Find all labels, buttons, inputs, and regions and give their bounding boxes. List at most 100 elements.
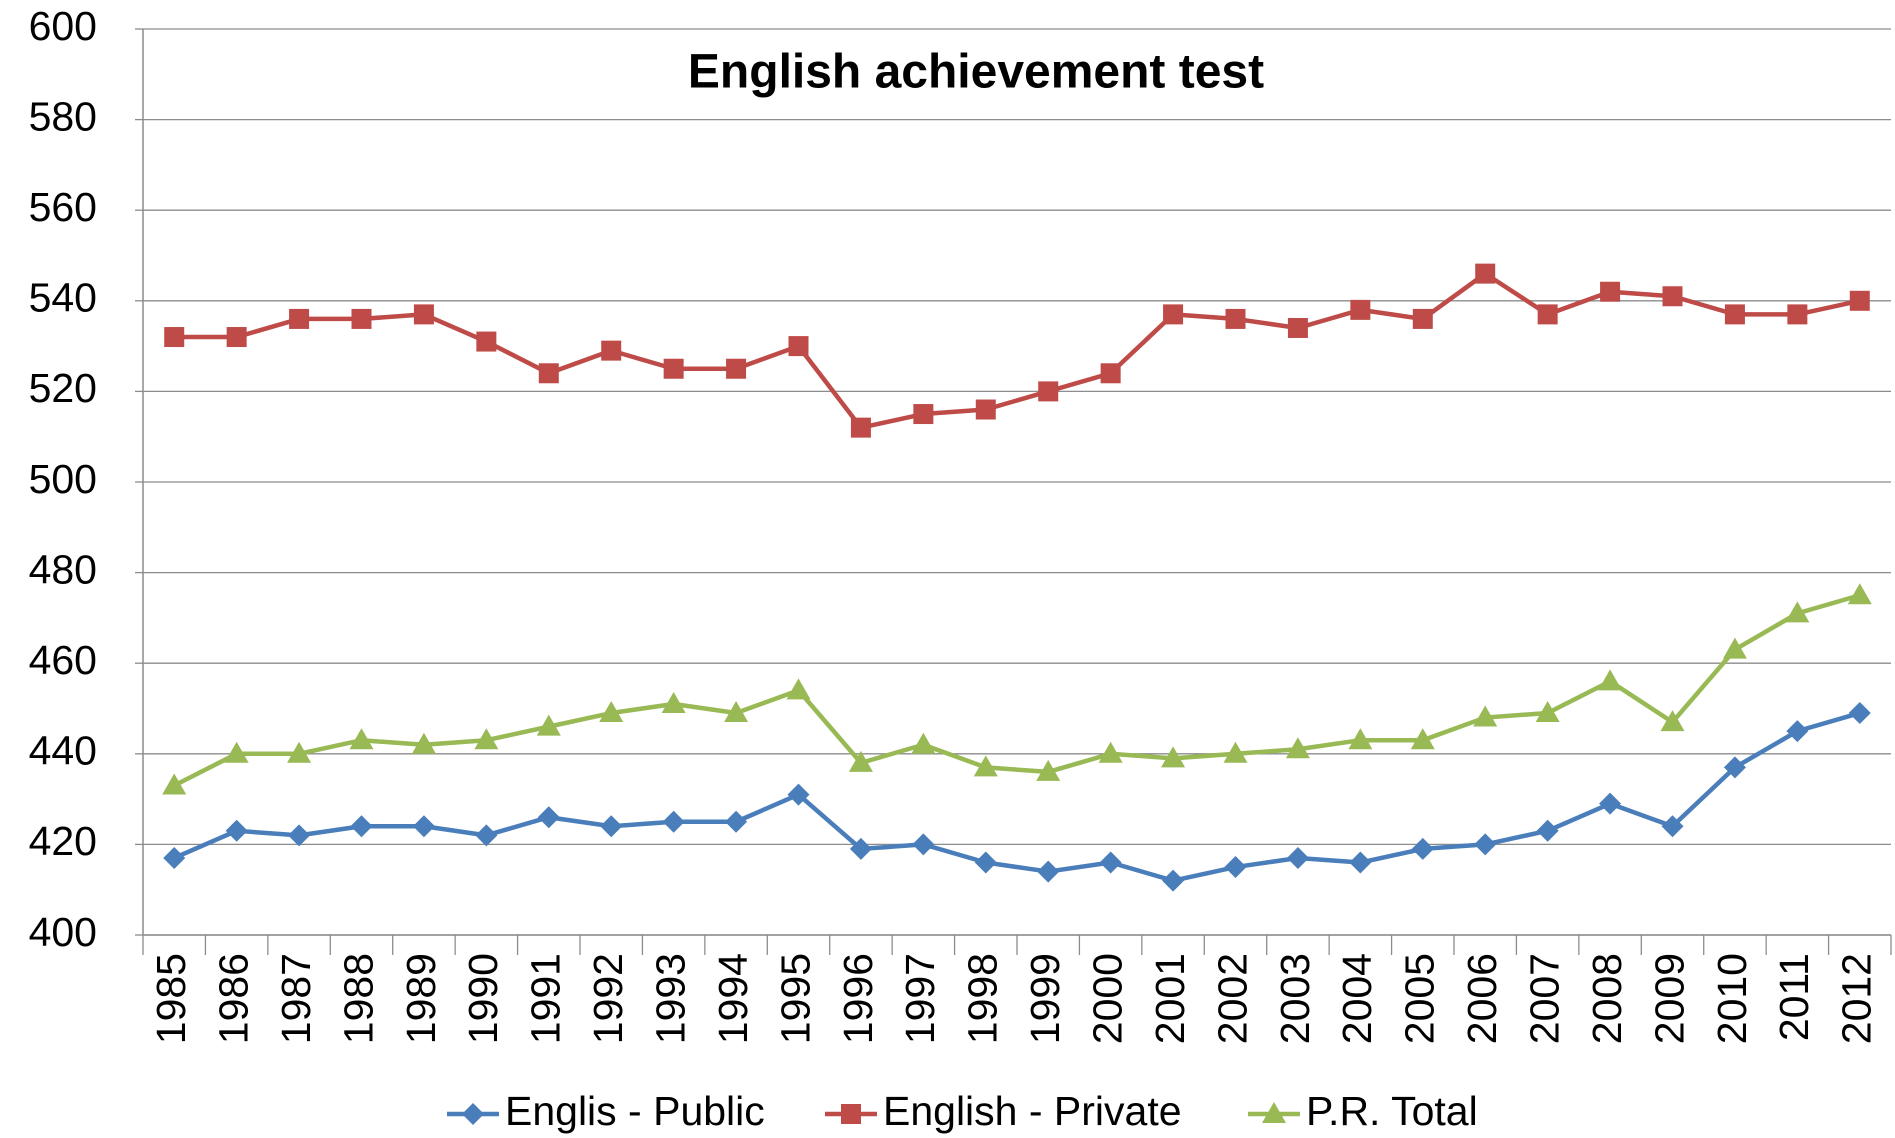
marker-diamond [600,815,623,838]
marker-triangle [724,701,749,723]
marker-square [351,308,372,329]
y-tick-label: 540 [29,275,97,321]
marker-diamond [1723,756,1746,779]
x-tick-label: 2007 [1521,953,1567,1044]
marker-square [601,340,622,361]
marker-diamond [288,824,311,847]
x-tick-label: 2009 [1646,953,1692,1044]
marker-square [1475,263,1496,284]
marker-triangle [1598,669,1623,691]
y-tick-label: 440 [29,728,97,774]
marker-square [1537,304,1558,325]
marker-square [226,327,247,348]
x-tick-label: 2001 [1147,953,1193,1044]
marker-diamond [662,810,685,833]
y-tick-label: 520 [29,365,97,411]
series-line [173,593,1861,788]
y-tick-label: 420 [29,818,97,864]
x-tick-label: 2000 [1084,953,1130,1044]
series-line [174,271,1861,430]
x-tick-label: 1989 [398,953,444,1044]
marker-triangle [1036,759,1061,781]
marker-square [1600,281,1621,302]
y-tick-label: 500 [29,456,97,502]
x-tick-label: 2008 [1584,953,1630,1044]
marker-triangle [1161,746,1186,768]
marker-square [1350,299,1371,320]
y-tick-label: 480 [29,546,97,592]
marker-triangle [287,741,312,763]
x-tick-label: 1988 [335,953,381,1044]
marker-diamond [1099,851,1122,874]
marker-square [913,404,934,425]
marker-triangle [1660,710,1685,732]
marker-triangle [1410,728,1435,750]
marker-triangle [474,728,499,750]
marker-triangle [162,773,187,795]
marker-diamond [225,819,248,842]
y-tick-label: 560 [29,184,97,230]
marker-square [1287,317,1308,338]
marker-square [1787,304,1808,325]
marker-square [1412,308,1433,329]
x-tick-label: 1999 [1022,953,1068,1044]
marker-triangle [661,691,686,713]
x-tick-label: 1986 [210,953,256,1044]
marker-triangle [1098,741,1123,763]
x-tick-label: 1991 [523,953,569,1044]
marker-square [1163,304,1184,325]
marker-triangle [1348,728,1373,750]
marker-square [1100,363,1121,384]
x-tick-label: 1996 [835,953,881,1044]
marker-square [663,358,684,379]
marker-diamond [1536,819,1559,842]
x-tick-label: 2006 [1459,953,1505,1044]
marker-diamond [1286,846,1309,869]
marker-triangle [224,741,249,763]
marker-square [1724,304,1745,325]
marker-triangle [911,732,936,754]
marker-triangle [411,732,436,754]
legend-label: Englis - Public [505,1088,765,1134]
marker-square [726,358,747,379]
marker-diamond [412,815,435,838]
marker-diamond [1037,860,1060,883]
chart-title: English achievement test [688,46,1264,99]
marker-square [1038,381,1059,402]
marker-diamond [1599,792,1622,815]
x-tick-label: 2012 [1834,953,1880,1044]
x-tick-label: 2010 [1709,953,1755,1044]
marker-diamond [912,833,935,856]
marker-square [538,363,559,384]
marker-triangle [848,750,873,772]
marker-diamond [849,837,872,860]
marker-diamond [163,846,186,869]
marker-diamond [1786,720,1809,743]
marker-square [413,304,434,325]
marker-triangle [786,678,811,700]
marker-triangle [1722,637,1747,659]
marker-triangle [1285,737,1310,759]
marker-triangle [1262,1102,1286,1123]
marker-diamond [537,806,560,829]
marker-diamond [787,783,810,806]
marker-diamond [1848,702,1871,725]
marker-square [476,331,497,352]
marker-diamond [1349,851,1372,874]
x-tick-label: 1987 [273,953,319,1044]
x-tick-label: 1994 [710,953,756,1044]
marker-triangle [1535,701,1560,723]
y-tick-label: 580 [29,93,97,139]
x-tick-label: 1997 [897,953,943,1044]
marker-diamond [725,810,748,833]
x-tick-label: 1992 [585,953,631,1044]
marker-diamond [462,1103,484,1125]
marker-square [1849,290,1870,311]
x-tick-label: 2003 [1272,953,1318,1044]
marker-triangle [349,728,374,750]
x-tick-label: 2004 [1334,953,1380,1044]
marker-diamond [1162,869,1185,892]
x-tick-label: 1990 [460,953,506,1044]
legend-label: English - Private [883,1088,1182,1134]
